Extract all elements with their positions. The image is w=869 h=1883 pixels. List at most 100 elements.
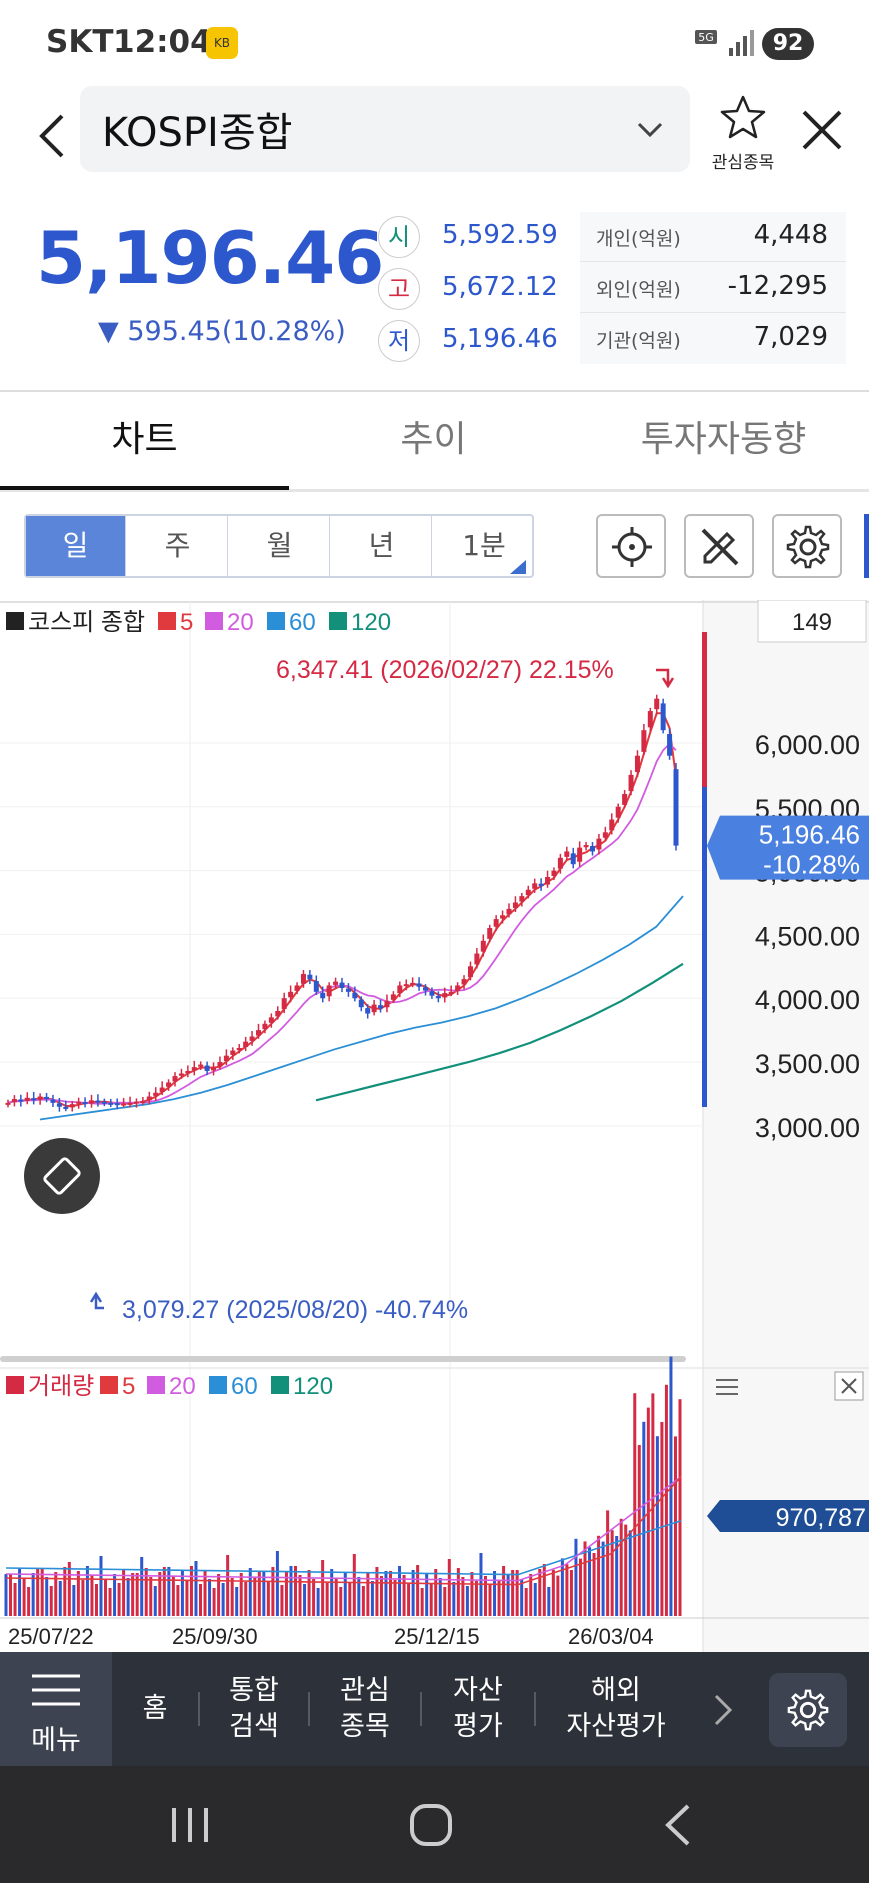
close-icon[interactable] xyxy=(800,108,844,152)
volume-bar xyxy=(361,1586,365,1616)
volume-bars xyxy=(4,1356,682,1616)
candle-body xyxy=(596,838,602,850)
volume-bar xyxy=(556,1575,560,1616)
volume-bar xyxy=(122,1569,126,1616)
period-minute[interactable]: 1분 xyxy=(462,529,506,562)
candle-body xyxy=(333,981,339,985)
recent-apps-icon[interactable] xyxy=(168,1804,212,1846)
period-day[interactable]: 일 xyxy=(26,516,126,576)
volume-bar xyxy=(271,1567,275,1616)
candle-body xyxy=(256,1030,261,1036)
y-tick-label: 3,500.00 xyxy=(755,1049,860,1079)
candle-body xyxy=(140,1100,146,1103)
volume-bar xyxy=(4,1574,8,1616)
nav-home[interactable]: 홈 xyxy=(142,1693,168,1724)
volume-ma20-line xyxy=(5,1476,682,1582)
candle-body xyxy=(615,806,621,818)
current-price-flag xyxy=(707,815,869,880)
volume-bar xyxy=(185,1580,189,1616)
volume-bar xyxy=(606,1510,610,1616)
volume-bar xyxy=(212,1588,216,1616)
volume-ma60-line xyxy=(5,1519,682,1576)
volume-bar xyxy=(511,1570,515,1616)
app-settings-button[interactable] xyxy=(769,1673,847,1747)
candle-body xyxy=(345,988,351,992)
candle-body xyxy=(95,1100,101,1103)
nav-assets[interactable]: 자산 평가 xyxy=(453,1675,503,1742)
volume-bar xyxy=(85,1566,89,1616)
investor-row-foreign: 외인(억원) -12,295 xyxy=(580,263,846,313)
period-month[interactable]: 월 xyxy=(230,516,330,576)
candle-body xyxy=(371,1004,377,1013)
volume-bar xyxy=(384,1571,388,1616)
nav-watchlist[interactable]: 관심 종목 xyxy=(340,1675,390,1742)
candle-body xyxy=(18,1099,24,1102)
candle-body xyxy=(519,896,525,902)
volume-bar xyxy=(497,1580,501,1616)
volume-bar xyxy=(366,1572,370,1616)
volume-bar xyxy=(325,1583,329,1616)
legend-swatch xyxy=(329,612,347,630)
chevron-right-icon[interactable] xyxy=(708,1692,738,1728)
candle-body xyxy=(211,1067,217,1071)
volume-legend-swatch xyxy=(271,1376,289,1394)
volume-bar xyxy=(49,1586,53,1616)
candle-body xyxy=(461,979,467,985)
nav-overseas-assets[interactable]: 해외 자산평가 xyxy=(566,1675,666,1742)
volume-bar xyxy=(226,1555,230,1616)
system-back-icon[interactable] xyxy=(660,1802,694,1848)
kb-app-icon: KB xyxy=(206,27,238,59)
candle-body xyxy=(525,889,531,896)
volume-bar xyxy=(465,1586,469,1616)
x-tick-label: 26/03/04 xyxy=(568,1624,654,1649)
volume-bar xyxy=(542,1564,546,1616)
volume-bar xyxy=(248,1568,252,1616)
tab-chart[interactable]: 차트 xyxy=(111,419,178,460)
volume-bar xyxy=(54,1572,58,1616)
volume-bar xyxy=(298,1575,302,1616)
price-chart[interactable]: 6,000.005,500.005,000.004,500.004,000.00… xyxy=(0,599,869,1652)
candle-body xyxy=(204,1065,210,1071)
home-icon[interactable] xyxy=(408,1802,454,1848)
volume-bar xyxy=(257,1572,261,1616)
investor-row-institution: 기관(억원) 7,029 xyxy=(580,314,846,364)
candle-body xyxy=(429,991,435,996)
favorite-button[interactable]: 관심종목 xyxy=(703,92,783,173)
chart-settings-button[interactable] xyxy=(772,514,842,578)
volume-bar xyxy=(330,1569,334,1616)
volume-bar xyxy=(619,1518,623,1616)
drawing-tool-button[interactable] xyxy=(684,514,754,578)
y-tick-label: 3,000.00 xyxy=(755,1113,860,1143)
volume-bar xyxy=(429,1583,433,1616)
candle-body xyxy=(602,832,608,838)
open-label: 시 xyxy=(378,216,420,258)
current-change-label: -10.28% xyxy=(763,850,860,880)
back-arrow-icon[interactable] xyxy=(30,104,76,168)
volume-bar xyxy=(230,1578,234,1616)
rotate-screen-button[interactable] xyxy=(24,1138,100,1214)
chart-scrollbar xyxy=(0,1356,686,1362)
candle-body xyxy=(455,985,461,991)
volume-bar xyxy=(474,1581,478,1616)
battery-level: 92 xyxy=(762,28,814,60)
period-week[interactable]: 주 xyxy=(128,516,228,576)
period-year[interactable]: 년 xyxy=(332,516,432,576)
menu-button[interactable]: 메뉴 xyxy=(0,1652,112,1766)
status-bar: SKT 12:04 KB 5G 92 xyxy=(0,0,869,86)
volume-bar xyxy=(176,1585,180,1616)
symbol-selector[interactable]: KOSPI종합 xyxy=(80,86,690,172)
gear-icon xyxy=(787,1689,829,1731)
crosshair-button[interactable] xyxy=(596,514,666,578)
tab-trend[interactable]: 추이 xyxy=(400,419,467,460)
volume-bar xyxy=(140,1557,144,1616)
up-range-bar xyxy=(702,632,707,787)
volume-bar xyxy=(388,1571,392,1616)
volume-bar xyxy=(189,1566,193,1616)
volume-bar xyxy=(357,1577,361,1616)
volume-legend-swatch xyxy=(209,1376,227,1394)
nav-search[interactable]: 통합 검색 xyxy=(229,1675,279,1742)
volume-bar xyxy=(348,1582,352,1616)
candle-body xyxy=(467,966,473,978)
x-tick-label: 25/07/22 xyxy=(8,1624,94,1649)
tab-investor-trend[interactable]: 투자자동향 xyxy=(640,419,807,460)
